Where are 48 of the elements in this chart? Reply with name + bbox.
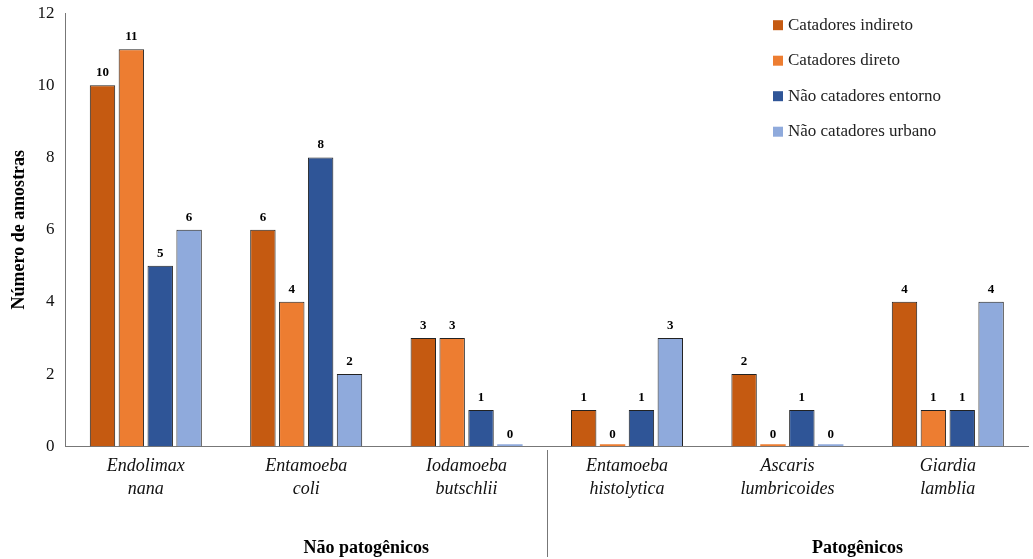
x-tick-label: Ascaris lumbricoides	[740, 454, 835, 499]
y-tick-label: 8	[46, 147, 55, 166]
data-label: 3	[420, 316, 428, 332]
x-tick-label: Giardia lamblia	[919, 454, 976, 499]
legend-label: Não catadores urbano	[788, 121, 937, 141]
data-label: 1	[580, 388, 587, 404]
legend-label: Catadores direto	[788, 50, 900, 70]
data-label: 2	[346, 352, 353, 368]
y-axis-title: Número de amostras	[8, 149, 29, 310]
y-tick-label: 4	[46, 291, 56, 311]
bar	[760, 444, 786, 447]
data-label: 5	[156, 244, 164, 260]
data-label: 10	[95, 64, 109, 80]
y-tick-label: 0	[46, 435, 55, 455]
x-tick-label: Endolimax nana	[105, 454, 185, 499]
x-tick-label: Iodamoeba butschlii	[425, 454, 508, 499]
data-label: 0	[769, 426, 777, 442]
text: Patogênicos	[811, 536, 903, 557]
bar	[818, 444, 844, 447]
text: Não patogênicos	[303, 536, 429, 557]
data-label: 3	[667, 316, 675, 332]
y-tick-label: 12	[37, 2, 55, 22]
x-tick-label: Entamoeba histolytica	[585, 454, 668, 499]
x-tick-label: Entamoeba coli	[264, 454, 348, 499]
data-label: 1	[477, 388, 485, 404]
legend-label: Não catadores entorno	[788, 85, 941, 105]
y-tick-label: 6	[46, 219, 55, 239]
data-label: 1	[930, 388, 937, 404]
data-label: 8	[317, 136, 325, 152]
y-tick-label: 2	[46, 363, 55, 383]
data-label: 4	[288, 280, 296, 296]
data-label: 4	[901, 280, 909, 296]
data-label: 2	[740, 352, 748, 368]
bar	[497, 444, 523, 447]
data-label: 0	[609, 426, 616, 442]
legend-label: Catadores indireto	[788, 14, 914, 34]
data-label: 6	[259, 208, 267, 224]
data-label: 0	[827, 426, 834, 442]
data-label: 4	[987, 280, 995, 296]
data-label: 11	[125, 28, 138, 44]
bar	[599, 444, 626, 447]
data-label: 1	[798, 388, 806, 404]
y-tick-label: 10	[37, 74, 55, 94]
data-label: 0	[506, 426, 514, 442]
data-label: 1	[958, 388, 966, 404]
data-label: 6	[185, 208, 193, 224]
data-label: 1	[638, 388, 645, 404]
data-label: 3	[448, 316, 456, 332]
